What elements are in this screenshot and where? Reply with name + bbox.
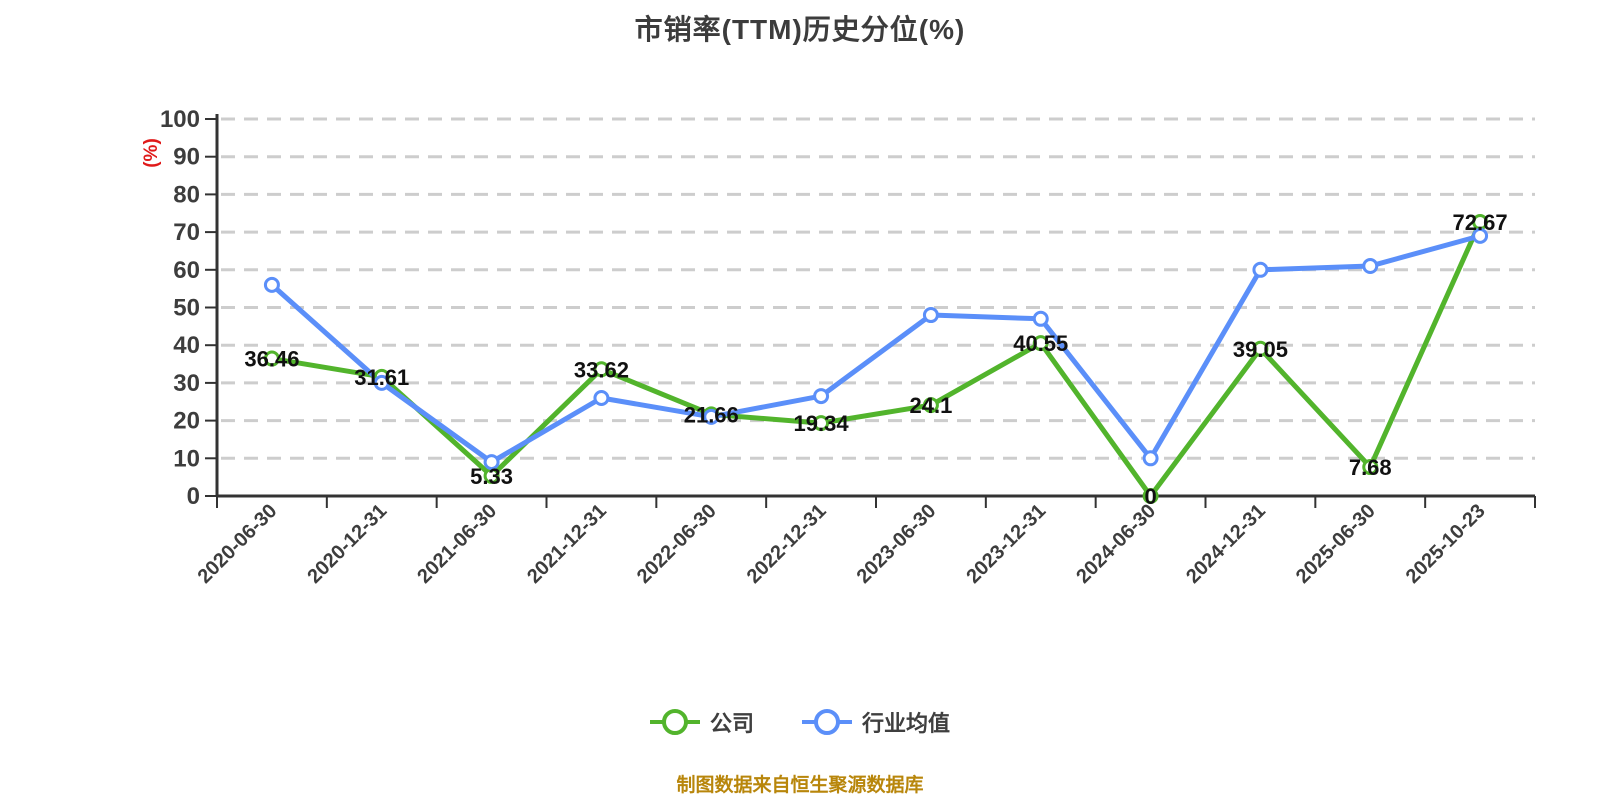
legend-label-company: 公司 xyxy=(709,711,754,736)
value-label: 31.61 xyxy=(354,365,409,390)
x-tick-label: 2023-12-31 xyxy=(962,500,1050,588)
value-label: 39.05 xyxy=(1233,337,1288,362)
series-line-industry-average xyxy=(269,233,1483,465)
x-tick-label: 2024-12-31 xyxy=(1182,500,1270,588)
x-tick-label: 2021-06-30 xyxy=(413,500,501,588)
y-axis-unit-label: (%) xyxy=(141,138,162,168)
y-tick-label: 30 xyxy=(173,370,200,397)
data-point-company xyxy=(922,397,939,414)
legend-label-industry-average: 行业均值 xyxy=(862,711,951,736)
x-tick-label: 2025-06-30 xyxy=(1292,500,1380,588)
y-tick-label: 60 xyxy=(173,257,200,284)
x-tick-label: 2023-06-30 xyxy=(853,500,941,588)
data-point-industry-average xyxy=(703,408,720,425)
value-label: 33.62 xyxy=(574,357,629,382)
y-tick-label: 20 xyxy=(173,408,200,435)
data-point-company xyxy=(1362,459,1379,476)
value-label: 19.34 xyxy=(794,411,850,436)
data-point-industry-average xyxy=(1252,261,1269,278)
value-label: 0 xyxy=(1144,484,1156,509)
data-point-industry-average xyxy=(263,276,280,293)
x-tick-label: 2021-12-31 xyxy=(523,500,611,588)
legend-item-industry-average[interactable]: 行业均值 xyxy=(802,706,950,738)
series-line-company xyxy=(269,219,1483,499)
data-point-industry-average xyxy=(1032,310,1049,327)
y-tick-label: 100 xyxy=(160,106,200,133)
industry-average-series-marker-icon xyxy=(802,709,852,735)
data-point-industry-average xyxy=(593,389,610,406)
x-tick-label: 2022-06-30 xyxy=(633,500,721,588)
data-point-company xyxy=(263,350,280,367)
data-point-industry-average xyxy=(813,388,830,405)
value-label: 7.68 xyxy=(1349,455,1392,480)
data-point-industry-average xyxy=(922,307,939,324)
x-tick-label: 2022-12-31 xyxy=(743,500,831,588)
x-tick-label: 2020-06-30 xyxy=(194,500,282,588)
x-tick-label: 2025-10-23 xyxy=(1402,500,1490,588)
data-point-company xyxy=(813,415,830,432)
value-label: 72.67 xyxy=(1453,210,1508,235)
data-point-industry-average xyxy=(1362,258,1379,275)
data-point-industry-average xyxy=(1472,227,1489,244)
value-label: 36.46 xyxy=(244,347,299,372)
x-tick-label: 2020-12-31 xyxy=(303,500,391,588)
y-tick-label: 50 xyxy=(173,295,200,322)
data-point-industry-average xyxy=(373,374,390,391)
x-tick-label: 2024-06-30 xyxy=(1072,500,1160,588)
value-label: 40.55 xyxy=(1013,331,1068,356)
company-series-marker-icon xyxy=(649,709,700,735)
data-point-company xyxy=(1032,335,1049,352)
data-source-note: 制图数据来自恒生聚源数据库 xyxy=(676,775,924,796)
value-label: 21.66 xyxy=(684,402,739,427)
data-point-industry-average xyxy=(483,454,500,471)
value-label: 5.33 xyxy=(470,464,513,489)
data-point-company xyxy=(1252,340,1269,357)
y-tick-label: 10 xyxy=(173,445,200,472)
y-tick-label: 80 xyxy=(173,181,200,208)
legend-item-company[interactable]: 公司 xyxy=(649,706,754,738)
data-point-company xyxy=(593,361,610,378)
chart-title: 市销率(TTM)历史分位(%) xyxy=(634,14,966,45)
y-tick-label: 0 xyxy=(187,483,200,510)
legend: 公司 行业均值 xyxy=(0,702,1600,742)
y-tick-label: 90 xyxy=(173,144,200,171)
value-label: 24.1 xyxy=(910,393,953,418)
y-tick-label: 70 xyxy=(173,219,200,246)
data-point-company xyxy=(1142,488,1159,504)
data-point-industry-average xyxy=(1142,450,1159,467)
y-tick-label: 40 xyxy=(173,332,200,359)
